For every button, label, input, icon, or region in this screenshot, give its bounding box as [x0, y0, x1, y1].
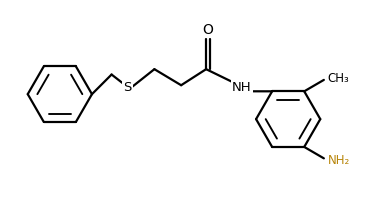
Text: NH₂: NH₂: [327, 154, 350, 167]
Text: CH₃: CH₃: [327, 72, 349, 85]
Text: O: O: [203, 23, 213, 37]
Text: NH: NH: [232, 81, 252, 94]
Text: S: S: [123, 81, 132, 94]
